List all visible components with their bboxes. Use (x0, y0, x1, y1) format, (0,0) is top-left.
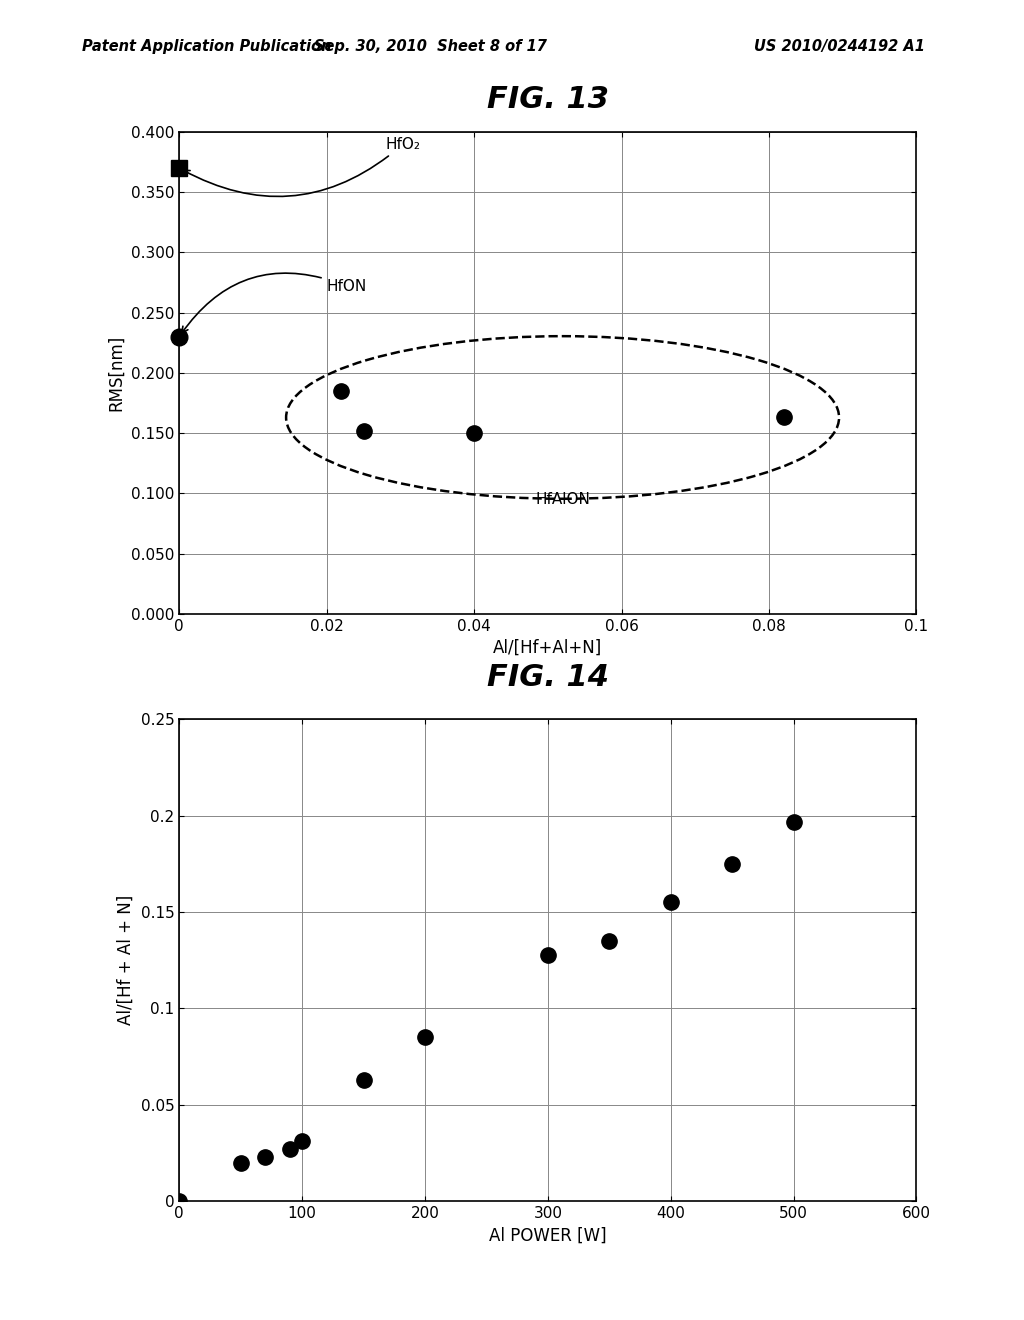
X-axis label: Al POWER [W]: Al POWER [W] (489, 1226, 606, 1245)
Y-axis label: Al/[Hf + Al + N]: Al/[Hf + Al + N] (117, 895, 135, 1026)
Text: FIG. 14: FIG. 14 (486, 663, 609, 692)
Text: US 2010/0244192 A1: US 2010/0244192 A1 (755, 38, 925, 54)
Text: HfO₂: HfO₂ (183, 136, 421, 197)
Text: Sep. 30, 2010  Sheet 8 of 17: Sep. 30, 2010 Sheet 8 of 17 (313, 38, 547, 54)
Text: FIG. 13: FIG. 13 (486, 84, 609, 114)
Y-axis label: RMS[nm]: RMS[nm] (108, 335, 125, 411)
Text: Patent Application Publication: Patent Application Publication (82, 38, 332, 54)
Text: HfAlON: HfAlON (536, 492, 590, 507)
X-axis label: Al/[Hf+Al+N]: Al/[Hf+Al+N] (494, 639, 602, 657)
Text: HfON: HfON (182, 273, 367, 333)
